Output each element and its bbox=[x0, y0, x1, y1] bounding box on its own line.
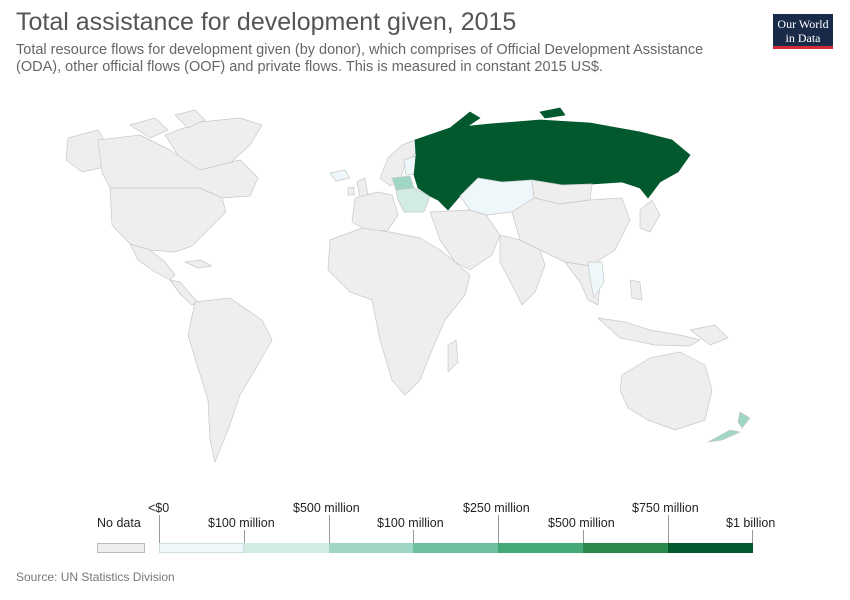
world-map[interactable] bbox=[0, 90, 850, 485]
philippines[interactable] bbox=[629, 279, 643, 301]
legend-label-top-7: $750 million bbox=[632, 501, 699, 515]
legend-label-bottom-2: $100 million bbox=[208, 516, 275, 530]
legend-no-data-swatch[interactable] bbox=[97, 543, 145, 553]
legend-label-top-1: <$0 bbox=[148, 501, 170, 515]
logo-line-1: Our World bbox=[777, 17, 829, 31]
legend-tick bbox=[668, 515, 669, 553]
legend-tick bbox=[329, 515, 330, 553]
middle-east[interactable] bbox=[429, 209, 501, 271]
legend-tick bbox=[583, 530, 584, 553]
legend-bin-2[interactable] bbox=[244, 543, 329, 553]
canada-arctic-islands[interactable] bbox=[129, 109, 206, 139]
japan[interactable] bbox=[639, 199, 661, 233]
mexico[interactable] bbox=[129, 243, 176, 281]
canada[interactable] bbox=[97, 134, 259, 199]
legend-tick bbox=[159, 515, 160, 553]
legend-label-bottom-7: $1 billion bbox=[726, 516, 776, 530]
papua-new-guinea[interactable] bbox=[689, 324, 729, 346]
logo-line-2: in Data bbox=[785, 31, 821, 45]
united-kingdom[interactable] bbox=[347, 177, 369, 199]
legend-bin-5[interactable] bbox=[498, 543, 583, 553]
chart-title: Total assistance for development given, … bbox=[16, 8, 517, 36]
legend-bin-3[interactable] bbox=[329, 543, 413, 553]
iceland[interactable] bbox=[329, 169, 351, 182]
legend-bin-1[interactable] bbox=[159, 543, 244, 553]
indonesia[interactable] bbox=[597, 317, 701, 347]
chart-subtitle: Total resource flows for development giv… bbox=[16, 42, 704, 75]
russia-arctic-islands[interactable] bbox=[449, 107, 566, 131]
legend-tick bbox=[413, 530, 414, 553]
india[interactable] bbox=[499, 234, 546, 306]
poland[interactable] bbox=[391, 175, 415, 191]
legend-label-top-3: $500 million bbox=[293, 501, 360, 515]
africa[interactable] bbox=[327, 227, 471, 396]
legend-tick bbox=[498, 515, 499, 553]
legend-bin-7[interactable] bbox=[668, 543, 753, 553]
central-america[interactable] bbox=[169, 279, 199, 306]
owid-logo[interactable]: Our World in Data bbox=[773, 14, 833, 49]
madagascar[interactable] bbox=[447, 339, 459, 373]
south-america[interactable] bbox=[187, 297, 273, 463]
legend-bin-4[interactable] bbox=[413, 543, 498, 553]
legend-bin-6[interactable] bbox=[583, 543, 668, 553]
new-zealand[interactable] bbox=[707, 411, 751, 443]
eastern-europe[interactable] bbox=[395, 187, 431, 213]
legend-tick bbox=[752, 530, 753, 553]
legend-label-bottom-4: $100 million bbox=[377, 516, 444, 530]
russia[interactable] bbox=[413, 119, 691, 211]
united-states[interactable] bbox=[109, 187, 227, 253]
legend-no-data-label: No data bbox=[97, 516, 141, 530]
australia[interactable] bbox=[619, 351, 713, 431]
western-europe[interactable] bbox=[351, 191, 399, 233]
legend-tick bbox=[244, 530, 245, 553]
thailand[interactable] bbox=[587, 261, 605, 299]
legend-label-bottom-6: $500 million bbox=[548, 516, 615, 530]
legend-label-top-5: $250 million bbox=[463, 501, 530, 515]
source-note[interactable]: Source: UN Statistics Division bbox=[16, 570, 175, 584]
caribbean[interactable] bbox=[184, 259, 213, 269]
